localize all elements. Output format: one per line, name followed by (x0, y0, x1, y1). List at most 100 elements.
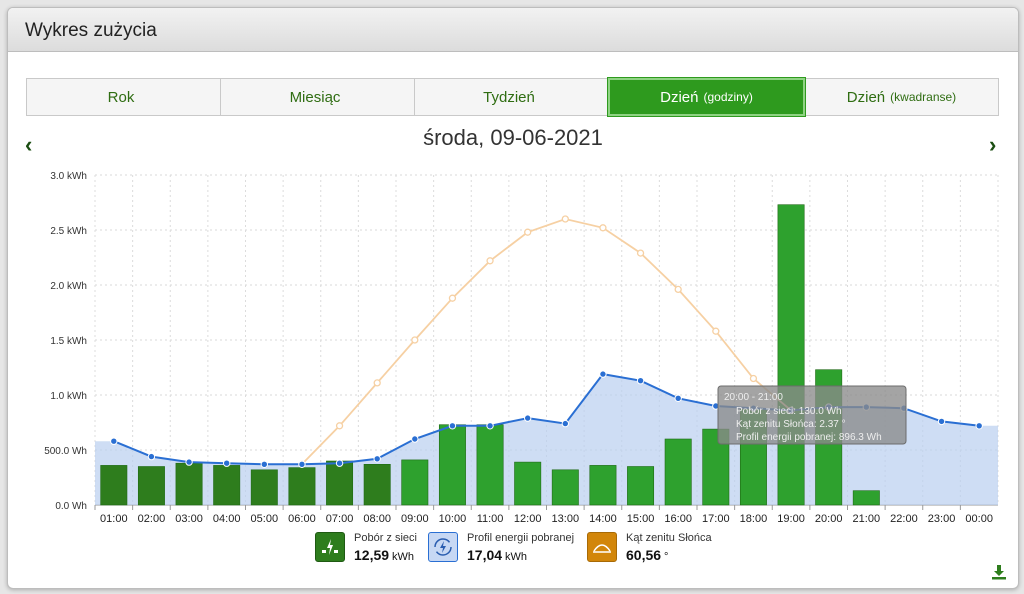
x-tick-label: 06:00 (288, 513, 316, 525)
profile-point (486, 422, 494, 430)
profile-point (937, 417, 946, 426)
tab-day-hours[interactable]: Dzień (godziny) (608, 78, 805, 116)
tab-week[interactable]: Tydzień (414, 78, 609, 116)
profile-point (561, 419, 570, 428)
panel-title: Wykres zużycia (25, 20, 157, 41)
x-tick-label: 13:00 (552, 513, 580, 525)
tab-month[interactable]: Miesiąc (220, 78, 415, 116)
prev-day-chevron-left-icon[interactable]: ‹ (25, 132, 33, 157)
sun-angle-point (636, 249, 645, 257)
bar (476, 424, 504, 506)
profile-point (222, 459, 231, 467)
profile-point (523, 414, 532, 422)
x-tick-label: 23:00 (928, 513, 956, 525)
profile-point (448, 422, 457, 430)
sun-angle-point (674, 285, 682, 294)
tab-sublabel: (godziny) (703, 90, 753, 104)
date-title: środa, 09-06-2021 (423, 125, 603, 150)
bar (627, 466, 655, 506)
tooltip-title: 20:00 - 21:00 (724, 392, 783, 403)
legend-value: 12,59 (354, 547, 390, 563)
bar (852, 490, 880, 506)
bar (551, 469, 579, 506)
y-tick-label: 1.5 kWh (50, 336, 87, 347)
bar (664, 438, 692, 506)
period-tabs: Rok Miesiąc Tydzień Dzień (godziny) Dzień… (26, 78, 999, 116)
sun-angle-point (335, 422, 344, 430)
y-tick-label: 0.0 Wh (55, 501, 87, 512)
tooltip-box (717, 385, 907, 445)
tab-day-quarters[interactable]: Dzień (kwadranse) (804, 78, 999, 116)
plug-icon (315, 532, 345, 562)
consumption-chart: 0.0 Wh 500.0 Wh 1.0 kWh 1.5 kWh 2.0 kWh 2.5 k… (44, 171, 999, 525)
bar (137, 466, 165, 506)
x-tick-label: 22:00 (890, 513, 918, 525)
profile-point (110, 437, 118, 445)
bar (175, 462, 203, 506)
x-tick-label: 10:00 (439, 513, 467, 525)
legend-item-grid-draw[interactable]: Pobór z sieci 12,59 kWh (315, 532, 417, 563)
sun-angle-point (561, 215, 569, 223)
x-tick-label: 01:00 (100, 513, 128, 525)
legend-value: 17,04 (467, 547, 503, 563)
tooltip-row: Pobór z sieci: 130.0 Wh (736, 406, 842, 417)
tooltip-row: Profil energii pobranej: 896.3 Wh (736, 432, 882, 443)
x-tick-label: 16:00 (664, 513, 692, 525)
x-tick-label: 02:00 (138, 513, 166, 525)
x-tick-label: 00:00 (965, 513, 993, 525)
tooltip-row: Kąt zenitu Słońca: 2.37 ° (736, 419, 846, 430)
profile-point (260, 460, 269, 468)
bar (326, 460, 354, 506)
y-tick-label: 2.0 kWh (50, 281, 87, 292)
y-tick-label: 500.0 Wh (44, 446, 87, 457)
sun-angle-point (599, 224, 607, 232)
x-tick-label: 18:00 (740, 513, 768, 525)
x-tick-label: 11:00 (477, 513, 504, 525)
bar (777, 204, 805, 506)
bar (589, 465, 617, 506)
x-tick-label: 04:00 (213, 513, 241, 525)
sun-angle-point (486, 257, 494, 265)
x-tick-label: 19:00 (777, 513, 805, 525)
x-tick-label: 20:00 (815, 513, 843, 525)
x-tick-label: 07:00 (326, 513, 354, 525)
tab-year[interactable]: Rok (26, 78, 221, 116)
sun-angle-icon (587, 532, 617, 562)
bar (401, 459, 429, 506)
next-day-chevron-right-icon[interactable]: › (989, 132, 997, 157)
x-tick-label: 05:00 (251, 513, 279, 525)
x-tick-label: 21:00 (853, 513, 881, 525)
y-tick-label: 2.5 kWh (50, 226, 87, 237)
x-tick-label: 17:00 (702, 513, 730, 525)
consumption-panel: Wykres zużycia Rok Miesiąc Tydzień Dzień… (7, 7, 1019, 589)
download-icon[interactable] (991, 564, 1007, 580)
legend-item-sun-zenith[interactable]: Kąt zenitu Słońca 60,56 ° (587, 532, 712, 563)
profile-point (975, 422, 983, 430)
tab-label: Dzień (846, 88, 886, 106)
x-tick-label: 08:00 (363, 513, 391, 525)
profile-point (674, 394, 682, 402)
tab-sublabel: (kwadranse) (890, 90, 957, 104)
bar (514, 461, 542, 506)
sun-angle-point (448, 294, 457, 302)
y-tick-label: 1.0 kWh (50, 391, 87, 402)
sun-angle-point (373, 379, 381, 387)
bar (213, 465, 241, 506)
profile-point (298, 460, 306, 468)
legend-label: Kąt zenitu Słońca (626, 532, 712, 544)
bar (438, 424, 466, 506)
bar (288, 467, 316, 506)
legend-item-energy-profile[interactable]: Profil energii pobranej 17,04 kWh (428, 532, 574, 563)
sun-angle-point (411, 336, 419, 344)
profile-point (185, 458, 193, 466)
tab-label: Rok (107, 88, 135, 106)
y-tick-label: 3.0 kWh (50, 171, 87, 182)
bar (100, 465, 128, 506)
legend-unit: kWh (505, 551, 528, 563)
sun-angle-line (301, 218, 792, 465)
profile-point (599, 370, 607, 378)
tab-label: Dzień (660, 88, 699, 106)
legend-value: 60,56 (626, 547, 662, 563)
x-tick-label: 14:00 (589, 513, 617, 525)
tab-label: Tydzień (483, 88, 535, 106)
